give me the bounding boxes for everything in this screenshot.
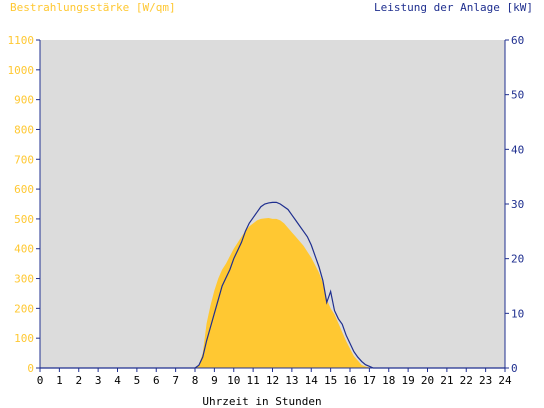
power-line bbox=[40, 201, 505, 369]
x-tick-label: 24 bbox=[498, 374, 512, 387]
right-tick-label: 50 bbox=[511, 89, 524, 102]
irradiance-area-group bbox=[40, 218, 505, 368]
x-tick-label: 15 bbox=[324, 374, 337, 387]
x-tick-label: 12 bbox=[266, 374, 279, 387]
x-tick-label: 19 bbox=[402, 374, 415, 387]
x-tick-label: 21 bbox=[440, 374, 453, 387]
x-tick-label: 11 bbox=[247, 374, 260, 387]
x-tick-label: 6 bbox=[153, 374, 160, 387]
left-tick-label: 500 bbox=[14, 213, 34, 226]
irradiance-area bbox=[40, 218, 505, 368]
x-axis-title: Uhrzeit in Stunden bbox=[202, 395, 321, 408]
x-tick-label: 10 bbox=[227, 374, 240, 387]
x-tick-label: 18 bbox=[382, 374, 395, 387]
left-axis-ticks: 0 100 200 300 400 500 600 700 800 900 1000 1100 bbox=[8, 34, 40, 375]
left-tick-label: 1100 bbox=[8, 34, 35, 47]
left-tick-label: 800 bbox=[14, 123, 34, 136]
x-tick-label: 5 bbox=[134, 374, 141, 387]
x-tick-label: 14 bbox=[305, 374, 319, 387]
left-tick-label: 1000 bbox=[8, 64, 35, 77]
left-tick-label: 600 bbox=[14, 183, 34, 196]
x-tick-label: 0 bbox=[37, 374, 44, 387]
x-tick-label: 23 bbox=[479, 374, 492, 387]
x-tick-label: 1 bbox=[56, 374, 63, 387]
left-tick-label: 400 bbox=[14, 243, 34, 256]
x-tick-label: 8 bbox=[192, 374, 199, 387]
left-tick-label: 300 bbox=[14, 273, 34, 286]
x-tick-label: 7 bbox=[172, 374, 179, 387]
x-tick-label: 4 bbox=[114, 374, 121, 387]
left-tick-label: 900 bbox=[14, 94, 34, 107]
x-tick-label: 2 bbox=[75, 374, 82, 387]
right-tick-label: 20 bbox=[511, 253, 524, 266]
x-tick-label: 9 bbox=[211, 374, 218, 387]
x-tick-label: 3 bbox=[95, 374, 102, 387]
right-tick-label: 30 bbox=[511, 198, 524, 211]
x-axis-ticks: 0 1 2 3 4 5 6 7 8 9 10 11 12 13 14 15 16 17 18 19 20 21 22 23 24 bbox=[37, 368, 512, 387]
right-tick-label: 60 bbox=[511, 34, 524, 47]
right-tick-label: 40 bbox=[511, 143, 524, 156]
right-axis-title: Leistung der Anlage [kW] bbox=[374, 1, 533, 14]
right-axis-ticks: 0 10 20 30 40 50 60 bbox=[505, 34, 524, 375]
x-tick-label: 13 bbox=[285, 374, 298, 387]
left-tick-label: 0 bbox=[27, 362, 34, 375]
right-tick-label: 0 bbox=[511, 362, 518, 375]
left-axis-title: Bestrahlungsstärke [W/qm] bbox=[10, 1, 176, 14]
left-tick-label: 100 bbox=[14, 332, 34, 345]
x-tick-label: 17 bbox=[363, 374, 376, 387]
x-tick-label: 16 bbox=[343, 374, 356, 387]
left-tick-label: 700 bbox=[14, 153, 34, 166]
x-tick-label: 20 bbox=[421, 374, 434, 387]
left-tick-label: 200 bbox=[14, 302, 34, 315]
power-line-group bbox=[40, 201, 505, 369]
right-tick-label: 10 bbox=[511, 307, 524, 320]
x-tick-label: 22 bbox=[460, 374, 473, 387]
